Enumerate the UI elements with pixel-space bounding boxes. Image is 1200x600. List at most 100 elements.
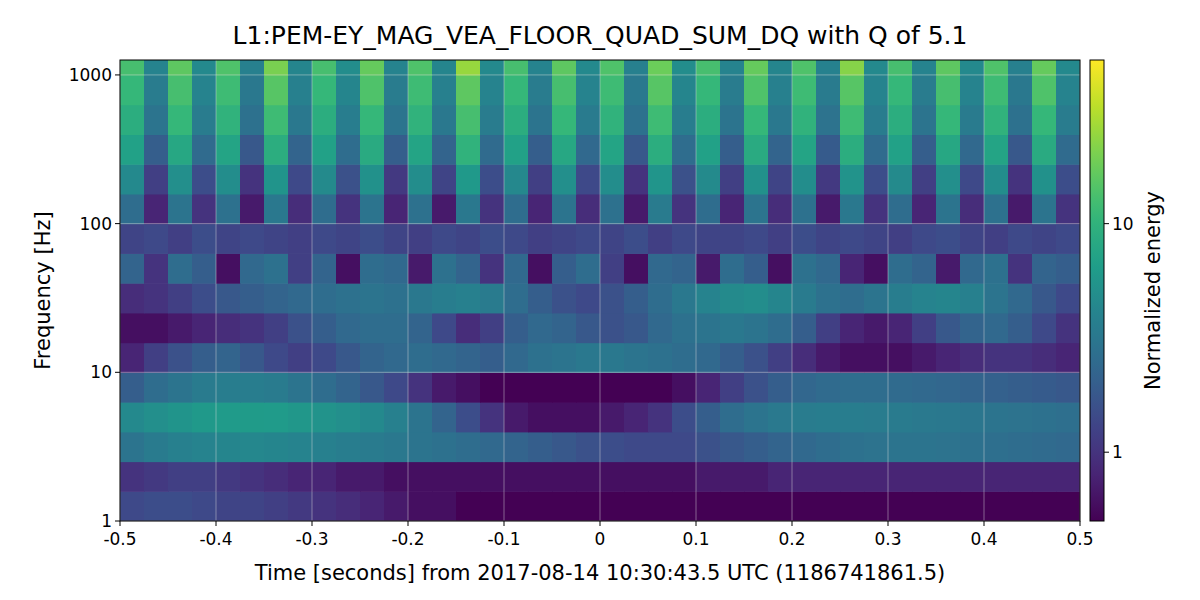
cell [840, 164, 865, 194]
cell [216, 283, 241, 313]
cell [216, 462, 241, 492]
cell [672, 164, 697, 194]
cell [744, 194, 769, 224]
cell [312, 75, 337, 105]
cell [264, 253, 289, 283]
cell [768, 313, 793, 343]
cell [648, 194, 673, 224]
cell [120, 224, 145, 254]
cell [816, 491, 841, 521]
cell [744, 134, 769, 164]
cell [312, 164, 337, 194]
cell [960, 75, 985, 105]
cell [672, 253, 697, 283]
cell [216, 60, 241, 76]
cell [720, 402, 745, 432]
cell [360, 283, 385, 313]
cell [288, 253, 313, 283]
cell [456, 432, 481, 462]
cell [336, 372, 361, 402]
cell [528, 253, 553, 283]
cell [960, 343, 985, 373]
cell [1032, 60, 1057, 76]
cell [696, 462, 721, 492]
cell [984, 343, 1009, 373]
tick [115, 521, 120, 522]
cell [720, 343, 745, 373]
cell [864, 372, 889, 402]
cell [168, 224, 193, 254]
cell [312, 194, 337, 224]
cell [864, 343, 889, 373]
cell [408, 491, 433, 521]
cell [456, 283, 481, 313]
cell [120, 372, 145, 402]
cell [408, 224, 433, 254]
cell [144, 164, 169, 194]
cell [288, 402, 313, 432]
cell [912, 105, 937, 135]
cell [936, 491, 961, 521]
cell [1056, 462, 1080, 492]
cell [240, 164, 265, 194]
cell [1032, 105, 1057, 135]
cell [600, 343, 625, 373]
cell [144, 343, 169, 373]
cell [216, 105, 241, 135]
cell [1056, 432, 1080, 462]
cell [216, 194, 241, 224]
cell [192, 253, 217, 283]
cell [792, 402, 817, 432]
cell [1056, 60, 1080, 76]
cell [744, 432, 769, 462]
cell [624, 194, 649, 224]
x-axis: -0.5-0.4-0.3-0.2-0.100.10.20.30.40.5 [103, 521, 1093, 549]
cell [480, 462, 505, 492]
cell [744, 75, 769, 105]
cell [672, 75, 697, 105]
cell [432, 283, 457, 313]
cell [336, 105, 361, 135]
cell [528, 343, 553, 373]
cell [720, 60, 745, 76]
cell [480, 134, 505, 164]
cell [648, 343, 673, 373]
cell [144, 105, 169, 135]
cell [888, 60, 913, 76]
cell [312, 372, 337, 402]
cell [336, 60, 361, 76]
cell [768, 402, 793, 432]
cell [984, 462, 1009, 492]
cell [696, 105, 721, 135]
cell [312, 283, 337, 313]
cell [1032, 343, 1057, 373]
cell [576, 343, 601, 373]
cell [168, 432, 193, 462]
cell [432, 313, 457, 343]
cell [624, 372, 649, 402]
cell [1032, 462, 1057, 492]
cell [912, 164, 937, 194]
cell [168, 75, 193, 105]
cell [384, 253, 409, 283]
cell [528, 75, 553, 105]
cell [624, 283, 649, 313]
cell [384, 402, 409, 432]
cell [936, 283, 961, 313]
cell [648, 462, 673, 492]
cell [336, 75, 361, 105]
cell [816, 134, 841, 164]
cell [624, 164, 649, 194]
cell [1032, 432, 1057, 462]
cell [240, 134, 265, 164]
cell [768, 491, 793, 521]
cell [168, 313, 193, 343]
cell [984, 372, 1009, 402]
cell [1056, 194, 1080, 224]
cell [768, 60, 793, 76]
cell [360, 313, 385, 343]
cell [504, 402, 529, 432]
cell [288, 60, 313, 76]
cell [816, 343, 841, 373]
cell [888, 194, 913, 224]
